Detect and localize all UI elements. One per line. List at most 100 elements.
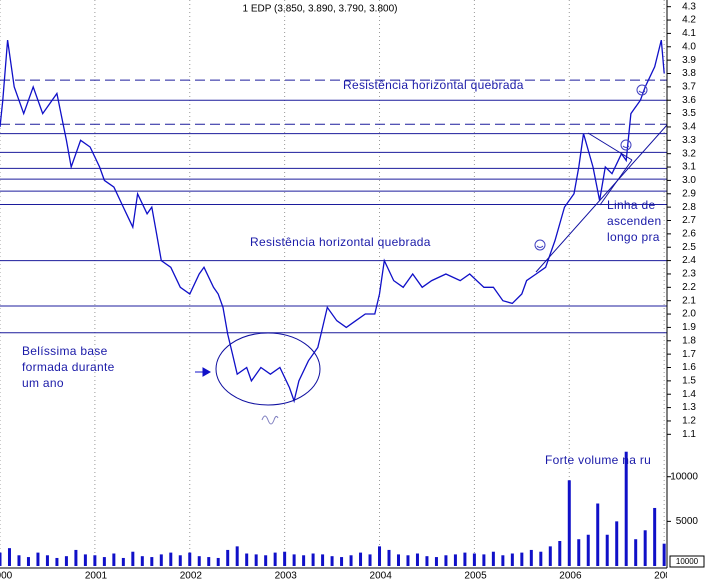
- base-ellipse: [215, 332, 321, 406]
- volume-bar: [36, 552, 40, 566]
- x-tick-label: 2005: [464, 571, 487, 582]
- volume-bar: [264, 555, 268, 566]
- volume-bar: [491, 551, 495, 566]
- volume-bar: [615, 521, 619, 566]
- y-tick-label: 4.1: [682, 28, 696, 39]
- x-tick-label: 2001: [85, 571, 108, 582]
- volume-bar: [368, 554, 372, 566]
- volume-bar: [169, 552, 173, 566]
- y-tick-label: 2.2: [682, 282, 696, 293]
- volume-bar: [74, 549, 78, 566]
- volume-bar: [45, 555, 49, 566]
- volume-bar: [359, 552, 363, 566]
- volume-bar: [586, 534, 590, 566]
- volume-bar: [112, 553, 116, 566]
- drawings: Resistência horizontal quebrada Resistên…: [22, 78, 667, 467]
- volume-bar: [596, 503, 600, 566]
- y-tick-label: 10000: [670, 471, 698, 482]
- volume-bar: [140, 556, 144, 566]
- y-tick-label: 3.9: [682, 55, 696, 66]
- y-tick-label: 2.5: [682, 242, 696, 253]
- x-tick-label: 2006: [559, 571, 582, 582]
- y-tick-label: 3.0: [682, 175, 696, 186]
- volume-bar: [0, 552, 2, 566]
- volume-bar: [235, 546, 239, 566]
- y-tick-label: 2.3: [682, 269, 696, 280]
- volume-bar: [340, 557, 344, 566]
- volume-bar: [121, 557, 125, 566]
- volume-bar: [83, 554, 87, 566]
- price-line: [0, 39, 665, 404]
- annotation: Resistência horizontal quebrada: [250, 235, 431, 249]
- volume-bar: [150, 557, 154, 566]
- annotation: Linha de: [607, 198, 655, 212]
- y-tick-label: 1.2: [682, 416, 696, 427]
- volume-bar: [482, 554, 486, 566]
- y-tick-label: 3.5: [682, 108, 696, 119]
- y-tick-label: 1.9: [682, 322, 696, 333]
- volume-bar: [93, 555, 97, 566]
- volume-bar: [434, 557, 438, 566]
- volume-bar: [17, 555, 21, 566]
- y-tick-label: 2.6: [682, 229, 696, 240]
- y-tick-label: 3.3: [682, 135, 696, 146]
- volume-bar: [226, 549, 230, 566]
- volume-bar: [548, 546, 552, 566]
- y-tick-label: 2.1: [682, 295, 696, 306]
- triangle-line: [587, 132, 633, 161]
- y-tick-label: 3.4: [682, 122, 696, 133]
- volume-bar: [653, 507, 657, 566]
- volume-bar: [197, 556, 201, 566]
- squiggle: [261, 415, 279, 425]
- y-tick-label: 4.2: [682, 15, 696, 26]
- y-tick-label: 3.6: [682, 95, 696, 106]
- volume-bar: [378, 546, 382, 566]
- y-tick-label: 1.8: [682, 335, 696, 346]
- volume-bar: [273, 552, 277, 566]
- x-tick-label: 2004: [370, 571, 393, 582]
- x-tick-label: 2007: [654, 571, 677, 582]
- volume-bar: [396, 554, 400, 566]
- y-tick-label: 2.8: [682, 202, 696, 213]
- volume-bar: [415, 553, 419, 566]
- volume-bar: [529, 549, 533, 566]
- volume-bar: [188, 552, 192, 566]
- y-tick-label: 4.0: [682, 41, 696, 52]
- annotation: Resistência horizontal quebrada: [343, 78, 524, 92]
- volume-bar: [302, 555, 306, 566]
- volume-bar: [520, 552, 524, 566]
- y-tick-label: 1.7: [682, 349, 696, 360]
- volume-bar: [131, 551, 135, 566]
- volume-bar: [321, 554, 325, 566]
- volume-bar: [292, 554, 296, 566]
- volume-bar: [55, 557, 59, 566]
- volume-bar: [26, 557, 30, 566]
- volume-bar: [349, 555, 353, 566]
- volume-bar: [444, 555, 448, 566]
- volume-bar: [662, 543, 666, 566]
- annotation: longo pra: [607, 230, 660, 244]
- volume-bar: [558, 541, 562, 566]
- volume-bar: [102, 557, 106, 566]
- y-tick-label: 1.3: [682, 402, 696, 413]
- y-tick-label: 1.5: [682, 376, 696, 387]
- y-tick-label: 2.7: [682, 215, 696, 226]
- y-tick-label: 1.1: [682, 429, 696, 440]
- chart-title: 1 EDP (3.850, 3.890, 3.790, 3.800): [243, 4, 398, 15]
- annotation: Belíssima base: [22, 344, 108, 358]
- volume-bar: [577, 539, 581, 566]
- y-tick-label: 2.0: [682, 309, 696, 320]
- volume-bar: [387, 549, 391, 566]
- triangle-line: [599, 159, 633, 206]
- annotation: ascenden: [607, 214, 661, 228]
- volume-bar: [311, 553, 315, 566]
- volume-bar: [425, 556, 429, 566]
- volume-bar: [216, 557, 220, 566]
- y-tick-label: 5000: [676, 516, 699, 527]
- volume-bar: [605, 534, 609, 566]
- smileys: [534, 84, 648, 251]
- volume-bar: [539, 551, 543, 566]
- y-tick-label: 4.3: [682, 1, 696, 12]
